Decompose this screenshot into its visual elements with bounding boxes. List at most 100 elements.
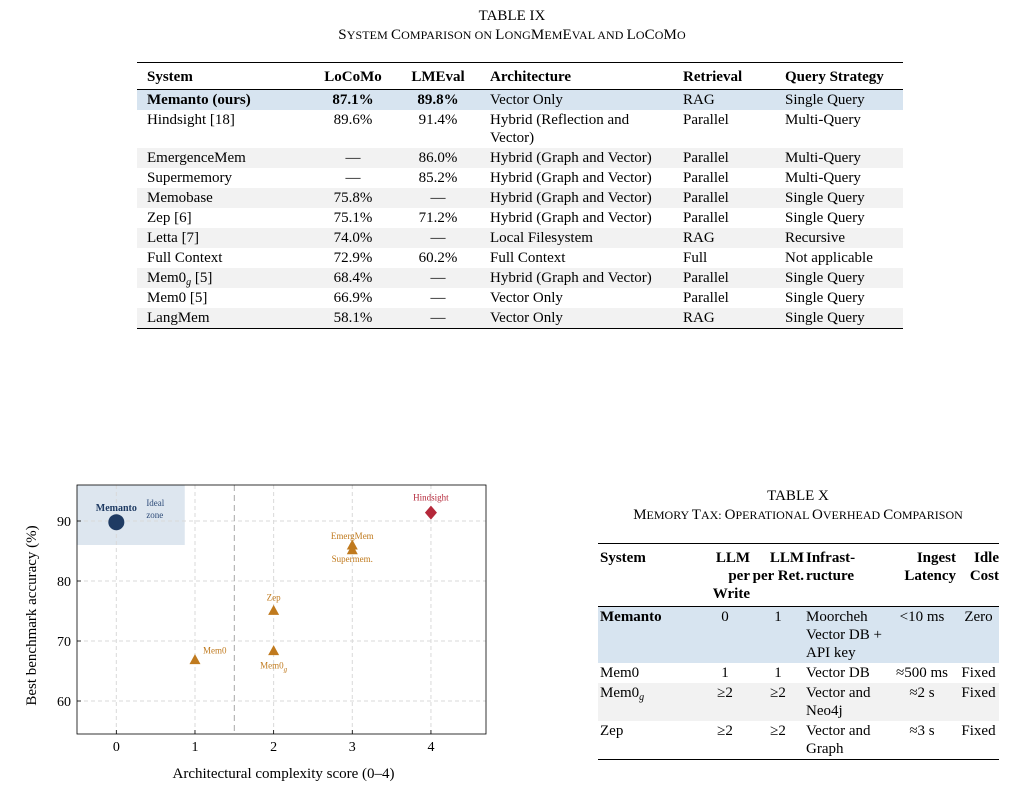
system-name: Zep [6] [147,210,192,226]
architecture-cell: Local Filesystem [480,228,673,248]
point-hindsight [424,505,437,520]
system-name: Mem0 [147,270,187,286]
table9-header-retrieval: Retrieval [683,69,743,85]
table9-row: LangMem 58.1% — Vector Only RAG Single Query [137,308,903,328]
table10-row: Memanto 0 1 Moorcheh Vector DB + API key <10… [598,606,999,663]
system-name-cell: Letta [7] [137,228,310,248]
lmeval-score: — [396,268,480,288]
system-name-cell: Hindsight [18] [137,110,310,148]
table10-header-llm-ret: LLM per Ret. [752,550,804,584]
llm-per-ret: 1 [750,606,804,663]
x-tick-label: 2 [270,740,277,755]
point-memanto [108,514,125,531]
table9-row: Hindsight [18] 89.6% 91.4% Hybrid (Reflecti… [137,110,903,148]
y-tick-label: 70 [57,635,71,650]
system-name-cell: Mem0 [5] [137,288,310,308]
retrieval-cell: Parallel [683,170,729,186]
table10-header-infrastructure: Infrast- ructure [806,550,856,584]
system-name-cell: Mem0g [598,683,698,721]
llm-per-write: ≥2 [698,683,750,721]
table9-title-part: O [635,28,645,42]
plot-frame [76,484,487,735]
locomo-score: 87.1% [310,89,396,110]
system-name: Hindsight [18] [147,112,235,128]
ideal-zone-label: Ideal zone [146,498,164,520]
table9-title-part: EM [544,28,563,42]
y-axis-label: Best benchmark accuracy (%) [24,525,40,705]
y-tick-label: 90 [57,515,71,530]
retrieval-cell: RAG [673,89,775,110]
llm-per-write: 0 [698,606,750,663]
query-strategy-cell: Multi-Query [775,148,903,168]
system-name-cell: Zep [598,721,698,759]
retrieval-cell: Parallel [673,268,775,288]
table9-title-part: C [644,27,655,43]
query-strategy-cell: Recursive [775,228,903,248]
table9-row: Mem0g [5] 68.4% — Hybrid (Graph and Vector)… [137,268,903,288]
point-mem0g [268,645,280,656]
table10-title-part: C [883,507,894,523]
table9-header-architecture: Architecture [490,69,572,85]
system-name: Memanto (ours) [147,92,251,108]
table9-row: Memobase 75.8% — Hybrid (Graph and Vector) P… [137,188,903,208]
query-strategy-cell: Multi-Query [785,112,861,128]
system-name: Full Context [147,250,223,266]
system-name: EmergenceMem [147,150,246,166]
ideal-zone [77,485,185,545]
table10-row: Mem0g ≥2 ≥2 Vector and Neo4j ≈2 s Fixed [598,683,999,721]
retrieval-cell: Full [683,250,708,266]
system-name: Mem0 [5] [147,290,208,306]
table10-row: Mem0 1 1 Vector DB ≈500 ms Fixed [598,663,999,683]
table9-title: SYSTEM COMPARISON ON LONGMEMEVAL AND LOC… [0,27,1024,44]
table10-title-part: O [724,507,736,523]
table9-top-rule [137,62,903,63]
complexity-accuracy-scatter: 0 1 2 3 4 60 70 80 90 Architectural complexity sc… [24,484,487,782]
x-tick-label: 1 [191,740,198,755]
table10-header-row: System LLM per Write LLM per Ret. Infras… [598,544,999,607]
llm-per-ret: ≥2 [770,723,786,739]
lmeval-score: — [396,228,480,248]
ingest-latency: <10 ms [886,606,956,663]
locomo-score: 68.4% [310,268,396,288]
architecture-cell: Full Context [490,250,566,266]
table10-header-ingest-latency: Ingest Latency [904,550,956,584]
table9-header-locomo: LoCoMo [324,69,382,85]
table10-header-system: System [600,550,646,566]
system-name: Mem0 [600,685,640,701]
system-name: Memobase [147,190,213,206]
architecture-cell: Hybrid (Reflection and Vector) [490,112,630,146]
system-name: Supermemory [147,170,232,186]
table9-title-part: E [562,27,572,43]
architecture-cell: Vector Only [490,290,563,306]
locomo-score: 75.8% [310,188,396,208]
table9-title-part: M [530,27,545,43]
locomo-score: 75.1% [333,210,373,226]
point-mem0 [189,654,201,665]
llm-per-ret: ≥2 [750,683,804,721]
table9-title-part: YSTEM [346,28,391,42]
retrieval-cell: Parallel [683,112,729,128]
table10: System LLM per Write LLM per Ret. Infras… [598,543,999,760]
system-name: LangMem [147,310,210,326]
query-strategy-cell: Single Query [785,210,865,226]
lmeval-score: 71.2% [418,210,458,226]
table10-title-part: O [812,507,823,523]
ingest-latency: ≈500 ms [896,665,948,681]
table9-title-part: OMPARISON ON [401,28,496,42]
ingest-latency: ≈3 s [909,723,935,739]
point-label-supermem: Supermem. [332,554,373,564]
idle-cost: Fixed [961,665,996,681]
table10-row: Zep ≥2 ≥2 Vector and Graph ≈3 s Fixed [598,721,999,759]
lmeval-score: 85.2% [418,170,458,186]
table10-title-part: PERATIONAL [735,508,813,522]
infrastructure-cell: Vector and Graph [806,723,871,757]
system-name-cell: EmergenceMem [137,148,310,168]
lmeval-score: 86.0% [396,148,480,168]
system-name: Zep [600,723,624,739]
query-strategy-cell: Single Query [785,290,865,306]
table10-title-part: T [691,507,701,523]
point-label-mem0: Mem0 [203,646,227,656]
table9-label: TABLE IX [478,8,546,24]
lmeval-score: — [396,308,480,328]
infrastructure-cell: Moorcheh Vector DB + API key [804,606,886,663]
